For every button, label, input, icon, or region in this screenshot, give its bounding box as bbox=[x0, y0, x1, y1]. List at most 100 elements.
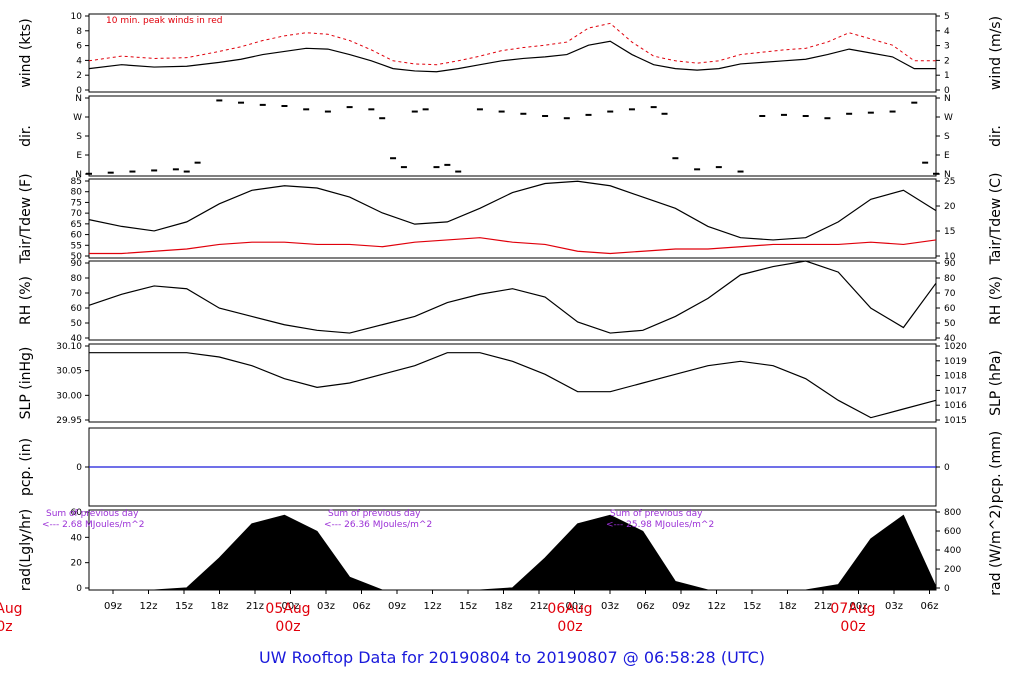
page-title-holder: UW Rooftop Data for 20190804 to 20190807… bbox=[0, 648, 1024, 668]
tick-label: 80 bbox=[71, 274, 83, 284]
tick-label: 10 bbox=[71, 12, 83, 22]
radiation-sum-value: <--- 25.98 MJoules/m^2 bbox=[606, 520, 714, 530]
tick-label: 1018 bbox=[944, 372, 967, 382]
x-tick-label: 15z bbox=[175, 601, 193, 612]
tick-label: 80 bbox=[71, 188, 83, 198]
x-tick-label: 21z bbox=[530, 601, 548, 612]
radiation-sum-value: <--- 2.68 MJoules/m^2 bbox=[42, 520, 144, 530]
direction-mark bbox=[520, 112, 527, 115]
tick-label: 400 bbox=[944, 546, 961, 556]
y-axis-label-left: RH (%) bbox=[18, 276, 34, 325]
tick-label: 800 bbox=[944, 508, 961, 518]
direction-mark bbox=[422, 108, 429, 111]
tick-label: 200 bbox=[944, 565, 961, 575]
direction-mark bbox=[933, 172, 939, 175]
direction-mark bbox=[216, 99, 223, 102]
direction-mark bbox=[411, 110, 418, 113]
tick-label: 4 bbox=[76, 56, 82, 66]
x-tick-label: 00z bbox=[850, 601, 868, 612]
tick-label: 1017 bbox=[944, 386, 967, 396]
direction-mark bbox=[194, 161, 201, 164]
day-hour-label: 00z bbox=[840, 619, 865, 635]
x-tick-label: 18z bbox=[211, 601, 229, 612]
tick-label: 15 bbox=[944, 227, 955, 237]
tick-label: 90 bbox=[944, 259, 956, 269]
tick-label: 0 bbox=[944, 463, 950, 473]
tick-label: 40 bbox=[944, 334, 956, 344]
direction-mark bbox=[303, 108, 310, 111]
tick-label: N bbox=[944, 94, 951, 104]
tick-label: 30.05 bbox=[56, 367, 82, 377]
day-hour-label: 00z bbox=[275, 619, 300, 635]
y-axis-label-right: Tair/Tdew (C) bbox=[988, 173, 1004, 266]
direction-mark bbox=[889, 110, 896, 113]
x-tick-label: 06z bbox=[637, 601, 655, 612]
direction-mark bbox=[444, 163, 451, 166]
x-tick-label: 00z bbox=[566, 601, 584, 612]
direction-mark bbox=[107, 171, 114, 174]
direction-mark bbox=[563, 117, 570, 120]
tick-label: 75 bbox=[71, 198, 82, 208]
tick-label: 50 bbox=[71, 252, 83, 262]
direction-mark bbox=[183, 170, 190, 173]
radiation-sum-value: <--- 26.36 MJoules/m^2 bbox=[324, 520, 432, 530]
direction-mark bbox=[172, 168, 179, 171]
tick-label: S bbox=[944, 132, 950, 142]
tick-label: 60 bbox=[71, 304, 83, 314]
tick-label: 0 bbox=[76, 86, 82, 96]
panel-frame-dir bbox=[88, 95, 937, 177]
radiation-area bbox=[89, 514, 937, 591]
direction-mark bbox=[238, 101, 245, 104]
x-tick-label: 21z bbox=[246, 601, 264, 612]
series-line-SLP bbox=[89, 352, 937, 419]
direction-mark bbox=[650, 106, 657, 109]
x-tick-label: 00z bbox=[282, 601, 300, 612]
direction-mark bbox=[542, 115, 549, 117]
x-tick-label: 03z bbox=[885, 601, 903, 612]
direction-mark bbox=[259, 103, 266, 106]
day-label: 07Aug bbox=[830, 601, 875, 617]
day-label: 04Aug bbox=[0, 601, 23, 617]
y-axis-label-right: RH (%) bbox=[988, 276, 1004, 325]
direction-mark bbox=[661, 112, 668, 115]
direction-mark bbox=[911, 101, 918, 104]
panel-frame-wind bbox=[88, 13, 937, 93]
y-axis-label-right: SLP (hPa) bbox=[988, 350, 1004, 416]
tick-label: N bbox=[75, 94, 82, 104]
panel-frame-temp bbox=[88, 178, 937, 259]
y-axis-label-left: Tair/Tdew (F) bbox=[18, 173, 34, 264]
y-axis-label-right: wind (m/s) bbox=[988, 16, 1004, 90]
direction-mark bbox=[498, 110, 505, 113]
panel-frame-slp bbox=[88, 343, 937, 423]
direction-mark bbox=[715, 166, 722, 169]
direction-mark bbox=[151, 169, 158, 172]
x-tick-label: 06z bbox=[353, 601, 371, 612]
wind-annotation: 10 min. peak winds in red bbox=[106, 16, 223, 26]
direction-mark bbox=[672, 157, 679, 160]
tick-label: 2 bbox=[944, 56, 950, 66]
tick-label: 8 bbox=[76, 27, 82, 37]
direction-mark bbox=[780, 113, 787, 116]
tick-label: 50 bbox=[944, 319, 956, 329]
tick-label: 30.10 bbox=[56, 342, 82, 352]
direction-mark bbox=[628, 108, 635, 111]
y-axis-label-left: SLP (inHg) bbox=[18, 347, 34, 420]
direction-mark bbox=[129, 170, 136, 173]
direction-mark bbox=[802, 115, 809, 117]
radiation-sum-label: Sum of previous day bbox=[610, 509, 703, 519]
tick-label: 90 bbox=[71, 259, 83, 269]
tick-label: 70 bbox=[71, 289, 83, 299]
tick-label: 0 bbox=[944, 584, 950, 594]
x-tick-label: 03z bbox=[601, 601, 619, 612]
tick-label: 1019 bbox=[944, 357, 967, 367]
tick-label: 60 bbox=[71, 231, 83, 241]
tick-label: 10 bbox=[944, 252, 956, 262]
direction-mark bbox=[379, 117, 386, 120]
x-tick-label: 09z bbox=[104, 601, 122, 612]
tick-label: N bbox=[75, 170, 82, 180]
series-line-Tair bbox=[88, 180, 937, 241]
tick-label: E bbox=[944, 151, 950, 161]
tick-label: 30.00 bbox=[56, 391, 82, 401]
day-label: 06Aug bbox=[547, 601, 592, 617]
tick-label: 29.95 bbox=[56, 416, 82, 426]
